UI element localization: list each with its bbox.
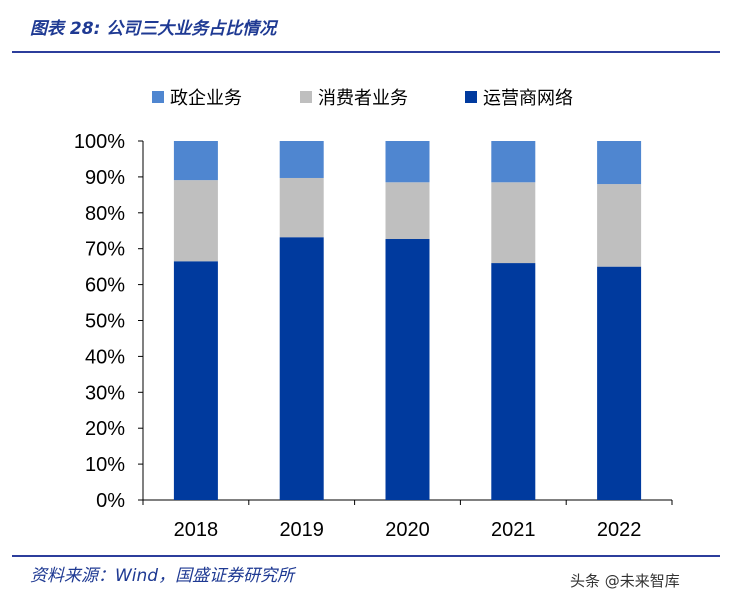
y-tick-label: 50% (85, 311, 125, 333)
y-tick-label: 20% (85, 418, 125, 440)
figure-title: 图表 28: 公司三大业务占比情况 (30, 19, 277, 39)
bar-运营商网络-2022 (597, 266, 642, 500)
y-tick-label: 40% (85, 346, 125, 368)
chart-axes: 0% 10% 20% 30% 40% 50% 60% 70% 80% 90% 100% 2018 201… (74, 131, 673, 541)
x-tick-label: 2018 (174, 519, 219, 541)
y-tick-label: 60% (85, 275, 125, 297)
bar-政企业务-2019 (279, 141, 324, 178)
y-tick-label: 10% (85, 454, 125, 476)
legend-swatch-运营商网络 (465, 91, 477, 103)
bar-消费者业务-2021 (491, 182, 536, 264)
y-tick-label: 0% (96, 490, 125, 512)
bar-政企业务-2021 (491, 141, 536, 183)
legend-swatch-消费者业务 (300, 91, 312, 103)
bar-消费者业务-2022 (597, 184, 642, 267)
source-note: 资料来源：Wind，国盛证券研究所 (30, 566, 295, 586)
bar-运营商网络-2020 (385, 239, 430, 500)
chart-legend: 政企业务 消费者业务 运营商网络 (152, 88, 573, 109)
y-tick-label: 30% (85, 382, 125, 404)
bar-消费者业务-2019 (279, 177, 324, 238)
bar-政企业务-2022 (597, 141, 642, 185)
bar-消费者业务-2018 (173, 180, 218, 262)
source-divider (12, 555, 720, 557)
x-tick-label: 2022 (597, 519, 642, 541)
x-tick-label: 2021 (491, 519, 536, 541)
bar-政企业务-2020 (385, 141, 430, 183)
bar-消费者业务-2020 (385, 182, 430, 240)
legend-label-消费者业务: 消费者业务 (318, 88, 408, 109)
legend-label-运营商网络: 运营商网络 (483, 88, 573, 109)
bar-政企业务-2018 (173, 141, 218, 181)
bar-运营商网络-2019 (279, 237, 324, 500)
watermark: 头条 @未来智库 (570, 572, 680, 590)
bar-运营商网络-2021 (491, 263, 536, 500)
bar-运营商网络-2018 (173, 261, 218, 500)
legend-swatch-政企业务 (152, 91, 164, 103)
legend-label-政企业务: 政企业务 (170, 88, 242, 109)
y-tick-label: 90% (85, 167, 125, 189)
y-tick-label: 100% (74, 131, 125, 153)
y-tick-label: 70% (85, 239, 125, 261)
chart-bars (173, 141, 642, 500)
title-divider (12, 51, 720, 53)
y-tick-label: 80% (85, 203, 125, 225)
x-tick-label: 2020 (385, 519, 430, 541)
x-tick-label: 2019 (279, 519, 324, 541)
